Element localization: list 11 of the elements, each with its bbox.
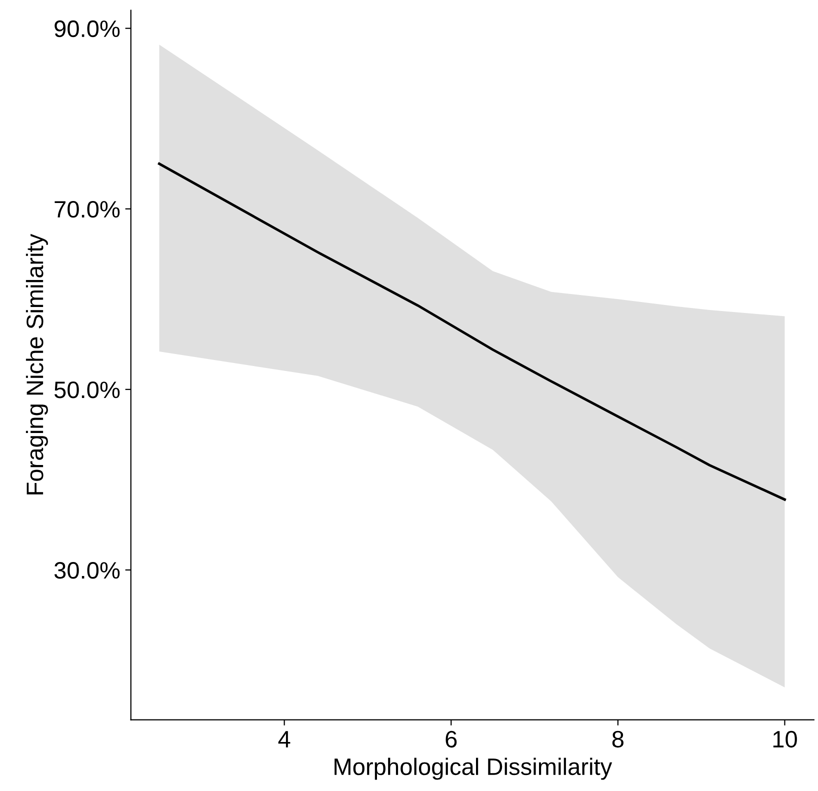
x-tick-label: 8	[612, 730, 624, 748]
x-tick-label: 4	[278, 731, 290, 748]
y-tick-label: 50.0%	[54, 381, 120, 398]
x-axis-title: Morphological Dissimilarity	[334, 758, 612, 780]
line-series	[158, 162, 786, 501]
y-tick-label: 30.0%	[54, 562, 120, 579]
x-tick-label: 10	[773, 730, 797, 748]
y-tick-label: 70.0%	[54, 200, 120, 218]
y-tick-label: 90.0%	[54, 20, 120, 38]
x-tick-label: 6	[446, 730, 457, 748]
y-axis-title: Foraging Niche Similarity	[26, 234, 48, 494]
